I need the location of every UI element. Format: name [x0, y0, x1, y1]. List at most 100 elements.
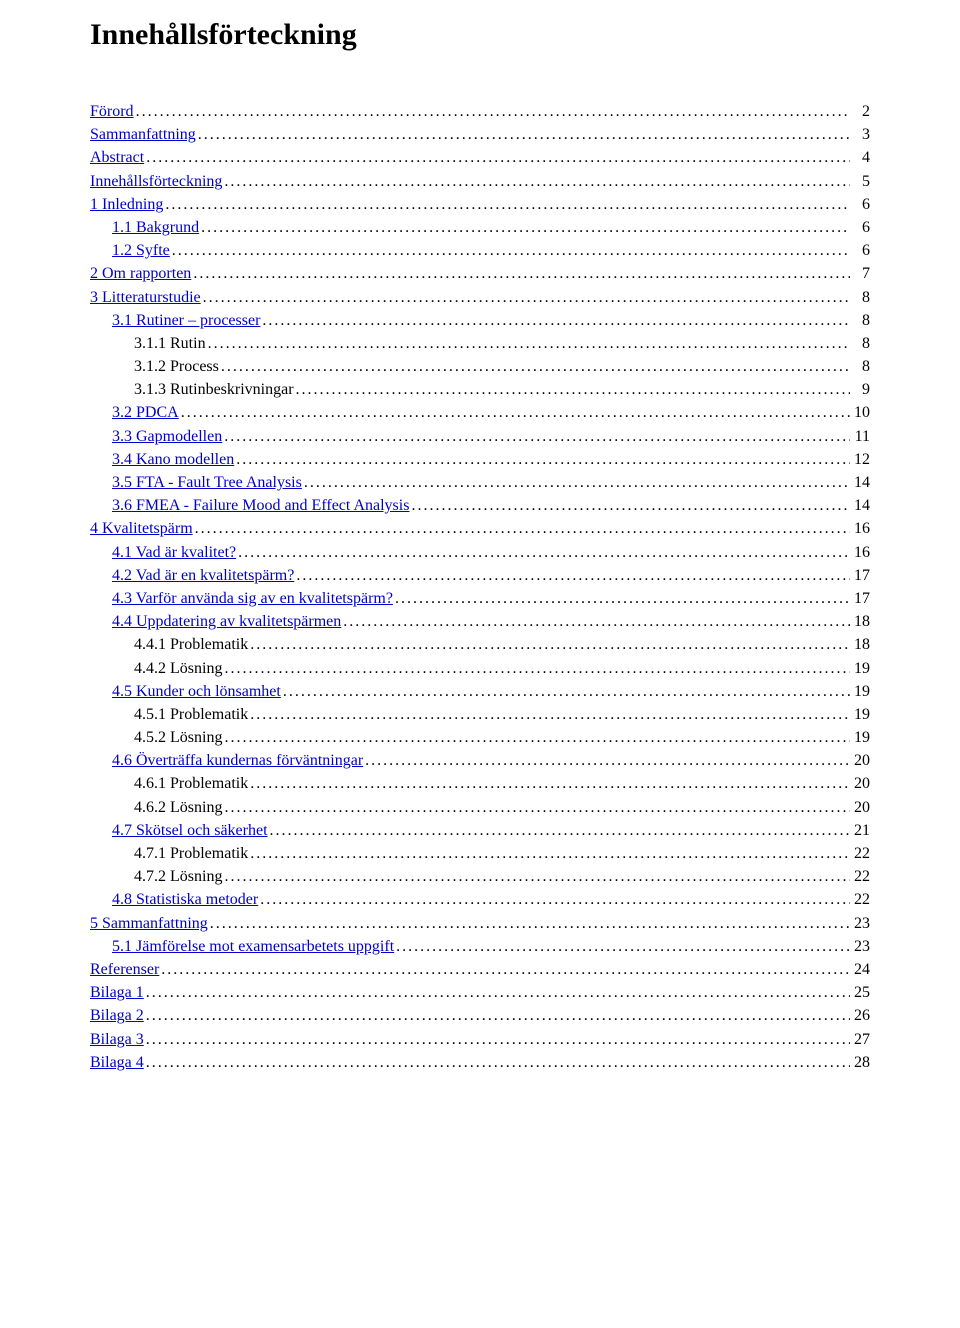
- toc-entry-page: 12: [852, 448, 870, 471]
- toc-entry-label[interactable]: Innehållsförteckning: [90, 170, 222, 193]
- toc-entry-label: 4.4.1 Problematik: [134, 633, 248, 656]
- toc-entry-page: 22: [852, 842, 870, 865]
- toc-leader-dots: [224, 657, 850, 680]
- toc-row[interactable]: 5 Sammanfattning23: [90, 912, 870, 935]
- toc-leader-dots: [224, 796, 850, 819]
- toc-row[interactable]: 3 Litteraturstudie8: [90, 286, 870, 309]
- toc-row[interactable]: 1 Inledning 6: [90, 193, 870, 216]
- toc-row[interactable]: Abstract4: [90, 146, 870, 169]
- toc-row[interactable]: 1.2 Syfte6: [90, 239, 870, 262]
- toc-entry-label[interactable]: 4 Kvalitetspärm: [90, 517, 193, 540]
- toc-leader-dots: [283, 680, 850, 703]
- toc-entry-page: 18: [852, 610, 870, 633]
- toc-entry-label[interactable]: Bilaga 4: [90, 1051, 144, 1074]
- toc-entry-label[interactable]: 3.2 PDCA: [112, 401, 179, 424]
- toc-entry-label[interactable]: 4.6 Överträffa kundernas förväntningar: [112, 749, 363, 772]
- toc-entry-page: 22: [852, 865, 870, 888]
- toc-entry-label[interactable]: 5.1 Jämförelse mot examensarbetets uppgi…: [112, 935, 394, 958]
- toc-entry-label[interactable]: Bilaga 1: [90, 981, 144, 1004]
- toc-entry-label[interactable]: 3.3 Gapmodellen: [112, 425, 222, 448]
- toc-entry-label[interactable]: 4.4 Uppdatering av kvalitetspärmen: [112, 610, 341, 633]
- toc-entry-label[interactable]: 3.5 FTA - Fault Tree Analysis: [112, 471, 302, 494]
- toc-entry-label[interactable]: 5 Sammanfattning: [90, 912, 208, 935]
- toc-leader-dots: [146, 1051, 850, 1074]
- toc-row[interactable]: 4.5 Kunder och lönsamhet19: [90, 680, 870, 703]
- toc-leader-dots: [260, 888, 850, 911]
- toc-row[interactable]: Bilaga 2 26: [90, 1004, 870, 1027]
- toc-entry-label: 4.6.1 Problematik: [134, 772, 248, 795]
- toc-row[interactable]: 4.1 Vad är kvalitet? 16: [90, 541, 870, 564]
- toc-entry-label[interactable]: Abstract: [90, 146, 144, 169]
- toc-leader-dots: [296, 564, 850, 587]
- toc-row[interactable]: 4.3 Varför använda sig av en kvalitetspä…: [90, 587, 870, 610]
- toc-entry-page: 19: [852, 726, 870, 749]
- toc-entry-page: 20: [852, 772, 870, 795]
- toc-row[interactable]: 3.2 PDCA10: [90, 401, 870, 424]
- toc-entry-page: 8: [852, 355, 870, 378]
- toc-row[interactable]: Bilaga 428: [90, 1051, 870, 1074]
- toc-entry-page: 6: [852, 193, 870, 216]
- toc-row[interactable]: 4.2 Vad är en kvalitetspärm?17: [90, 564, 870, 587]
- toc-entry-label[interactable]: 1.2 Syfte: [112, 239, 170, 262]
- toc-row[interactable]: Sammanfattning3: [90, 123, 870, 146]
- toc-entry-label[interactable]: 1.1 Bakgrund: [112, 216, 199, 239]
- toc-entry-page: 16: [852, 541, 870, 564]
- toc-row[interactable]: Bilaga 125: [90, 981, 870, 1004]
- toc-row[interactable]: 3.1 Rutiner – processer 8: [90, 309, 870, 332]
- toc-entry-label[interactable]: 3.4 Kano modellen: [112, 448, 234, 471]
- toc-leader-dots: [224, 170, 850, 193]
- toc-entry-page: 6: [852, 216, 870, 239]
- toc-entry-label[interactable]: 3.6 FMEA - Failure Mood and Effect Analy…: [112, 494, 409, 517]
- toc-row: 4.7.1 Problematik22: [90, 842, 870, 865]
- toc-row[interactable]: 2 Om rapporten 7: [90, 262, 870, 285]
- toc-leader-dots: [195, 517, 850, 540]
- toc-entry-page: 20: [852, 749, 870, 772]
- toc-leader-dots: [250, 842, 850, 865]
- toc-row[interactable]: 1.1 Bakgrund 6: [90, 216, 870, 239]
- toc-entry-label: 3.1.3 Rutinbeskrivningar: [134, 378, 294, 401]
- toc-row[interactable]: 3.3 Gapmodellen11: [90, 425, 870, 448]
- toc-entry-label[interactable]: Bilaga 3: [90, 1028, 144, 1051]
- toc-entry-page: 16: [852, 517, 870, 540]
- toc-entry-page: 7: [852, 262, 870, 285]
- toc-entry-label[interactable]: 4.3 Varför använda sig av en kvalitetspä…: [112, 587, 393, 610]
- toc-entry-page: 19: [852, 657, 870, 680]
- toc-row[interactable]: 4.6 Överträffa kundernas förväntningar 20: [90, 749, 870, 772]
- toc-entry-label[interactable]: Förord: [90, 100, 134, 123]
- toc-entry-label[interactable]: 3 Litteraturstudie: [90, 286, 201, 309]
- toc-row[interactable]: 4.8 Statistiska metoder 22: [90, 888, 870, 911]
- toc-row[interactable]: Innehållsförteckning 5: [90, 170, 870, 193]
- toc-entry-page: 22: [852, 888, 870, 911]
- toc-entry-page: 8: [852, 309, 870, 332]
- toc-row[interactable]: 4 Kvalitetspärm 16: [90, 517, 870, 540]
- toc-entry-label[interactable]: 4.1 Vad är kvalitet?: [112, 541, 236, 564]
- toc-entry-label[interactable]: 4.7 Skötsel och säkerhet: [112, 819, 268, 842]
- toc-entry-page: 5: [852, 170, 870, 193]
- toc-leader-dots: [203, 286, 850, 309]
- toc-leader-dots: [296, 378, 850, 401]
- toc-leader-dots: [395, 587, 850, 610]
- toc-row[interactable]: 4.7 Skötsel och säkerhet21: [90, 819, 870, 842]
- toc-row[interactable]: 3.6 FMEA - Failure Mood and Effect Analy…: [90, 494, 870, 517]
- toc-entry-label[interactable]: 4.2 Vad är en kvalitetspärm?: [112, 564, 294, 587]
- toc-entry-label[interactable]: Referenser: [90, 958, 159, 981]
- toc-row[interactable]: 4.4 Uppdatering av kvalitetspärmen 18: [90, 610, 870, 633]
- toc-row[interactable]: Förord 2: [90, 100, 870, 123]
- toc-entry-page: 2: [852, 100, 870, 123]
- toc-leader-dots: [250, 633, 850, 656]
- toc-entry-label[interactable]: 3.1 Rutiner – processer: [112, 309, 260, 332]
- toc-entry-label[interactable]: 4.8 Statistiska metoder: [112, 888, 258, 911]
- toc-row[interactable]: Bilaga 327: [90, 1028, 870, 1051]
- toc-entry-page: 26: [852, 1004, 870, 1027]
- toc-row[interactable]: 3.4 Kano modellen 12: [90, 448, 870, 471]
- toc-entry-label[interactable]: Sammanfattning: [90, 123, 196, 146]
- toc-row[interactable]: Referenser24: [90, 958, 870, 981]
- toc-entry-page: 18: [852, 633, 870, 656]
- toc-entry-label[interactable]: 2 Om rapporten: [90, 262, 191, 285]
- toc-row[interactable]: 3.5 FTA - Fault Tree Analysis14: [90, 471, 870, 494]
- toc-entry-label[interactable]: Bilaga 2: [90, 1004, 144, 1027]
- toc-entry-label[interactable]: 1 Inledning: [90, 193, 163, 216]
- toc-leader-dots: [193, 262, 850, 285]
- toc-row[interactable]: 5.1 Jämförelse mot examensarbetets uppgi…: [90, 935, 870, 958]
- toc-entry-label[interactable]: 4.5 Kunder och lönsamhet: [112, 680, 281, 703]
